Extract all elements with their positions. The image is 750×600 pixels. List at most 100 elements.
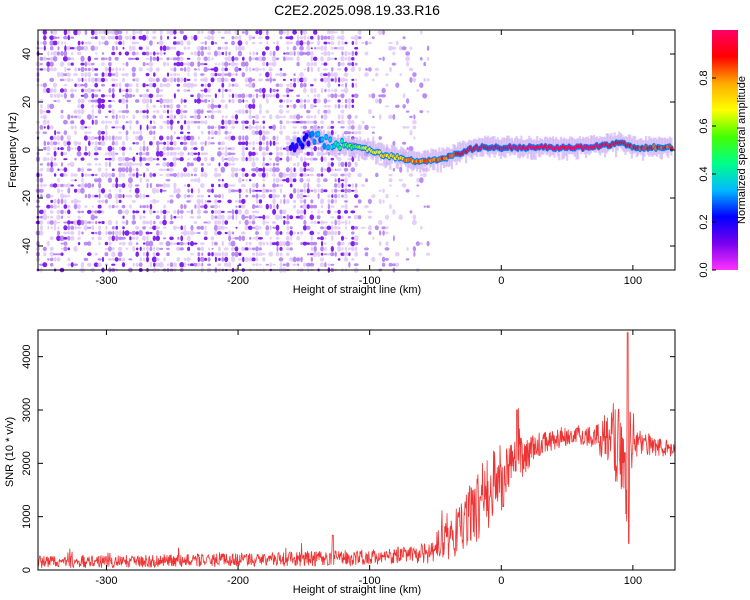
spectrogram-noise-cell — [207, 263, 212, 266]
spectrogram-noise-cell — [57, 141, 60, 145]
spectrogram-noise-cell — [60, 189, 64, 192]
spectrogram-noise-cell — [117, 126, 123, 129]
spectrogram-noise-cell — [46, 220, 50, 225]
spectrogram-noise-cell — [416, 177, 420, 183]
spectrogram-noise-cell — [125, 166, 129, 173]
spectrogram-noise-cell — [166, 252, 170, 257]
spectrogram-noise-cell — [173, 36, 177, 39]
spectrogram-noise-cell — [248, 56, 252, 62]
spectrogram-noise-cell — [275, 142, 280, 145]
spectrogram-noise-cell — [426, 56, 430, 61]
spectrogram-noise-cell — [257, 237, 263, 240]
spectrogram-noise-cell — [93, 89, 99, 92]
spectrogram-noise-cell — [128, 161, 133, 168]
spectrogram-noise-cell — [42, 262, 48, 268]
spectrogram-noise-cell — [217, 141, 222, 145]
spectrogram-noise-cell — [242, 179, 245, 182]
spectrogram-noise-cell — [365, 40, 368, 46]
spectrogram-noise-cell — [70, 115, 74, 119]
spectrogram-noise-cell — [155, 150, 160, 157]
spectrogram-noise-cell — [193, 221, 198, 224]
spectrogram-noise-cell — [279, 231, 283, 235]
spectrogram-noise-cell — [340, 109, 345, 114]
spectrogram-track-halo — [310, 130, 313, 146]
spectrogram-noise-cell — [278, 241, 284, 247]
colorbar-tick-label: 0.0 — [698, 262, 710, 277]
spectrogram-noise-cell — [336, 68, 342, 71]
spectrogram-noise-cell — [84, 194, 88, 199]
spectrogram-noise-cell — [104, 40, 109, 46]
spectrogram-noise-cell — [180, 225, 183, 231]
spectrogram-noise-cell — [331, 188, 334, 193]
spectrogram-noise-cell — [401, 46, 407, 51]
spectrogram-noise-cell — [135, 210, 140, 214]
spectrogram-noise-cell — [63, 231, 68, 235]
spectrogram-track-halo — [392, 145, 395, 161]
spectrogram-noise-cell — [60, 162, 64, 167]
spectrogram-noise-cell — [218, 257, 221, 261]
spectrogram-noise-cell — [63, 246, 68, 252]
spectrogram-noise-cell — [224, 231, 228, 235]
spectrogram-noise-cell — [59, 235, 65, 242]
spectrogram-noise-cell — [80, 94, 85, 97]
spectrogram-noise-cell — [49, 251, 54, 257]
spectrogram-noise-cell — [258, 205, 263, 209]
spectrogram-noise-cell — [50, 199, 54, 203]
spectrogram-noise-cell — [104, 199, 108, 204]
spectrogram-noise-cell — [63, 84, 68, 87]
spectrogram-noise-cell — [258, 216, 263, 219]
spectrogram-noise-cell — [167, 61, 169, 67]
spectrogram-noise-cell — [135, 131, 140, 134]
spectrogram-noise-cell — [272, 124, 276, 131]
spectrogram-noise-cell — [145, 178, 150, 182]
spectrogram-noise-cell — [227, 152, 232, 156]
spectrogram-noise-cell — [159, 174, 164, 176]
spectrogram-noise-cell — [258, 252, 263, 256]
spectrogram-noise-cell — [330, 157, 334, 161]
spectrogram-noise-cell — [293, 167, 296, 172]
spectrogram-noise-cell — [307, 94, 310, 98]
spectrogram-noise-cell — [104, 67, 109, 72]
spectrogram-noise-cell — [265, 94, 270, 98]
spectrogram-noise-cell — [331, 235, 334, 242]
spectrogram-noise-cell — [367, 108, 372, 115]
spectrogram-noise-cell — [149, 203, 153, 210]
spectrogram-track-halo — [303, 134, 307, 150]
spectrogram-noise-cell — [67, 247, 71, 251]
spectrogram-noise-cell — [152, 104, 157, 109]
spectrogram-noise-cell — [170, 67, 173, 71]
spectrogram-noise-cell — [190, 94, 194, 98]
spectrogram-noise-cell — [197, 120, 201, 124]
spectrogram-noise-cell — [223, 77, 229, 82]
spectrogram-noise-cell — [88, 77, 91, 83]
spectrogram-noise-cell — [52, 51, 58, 56]
spectrogram-noise-cell — [104, 124, 108, 130]
spectrogram-noise-cell — [255, 198, 259, 204]
spectrogram-noise-cell — [264, 230, 270, 236]
spectrogram-noise-cell — [255, 30, 259, 35]
spectrogram-noise-cell — [230, 247, 236, 251]
spectrogram-noise-cell — [66, 45, 72, 51]
spectrogram-noise-cell — [283, 99, 286, 103]
spectrogram-noise-cell — [261, 61, 266, 67]
spectrogram-noise-cell — [200, 41, 205, 45]
spectrogram-noise-cell — [176, 216, 181, 219]
spectrogram-noise-cell — [47, 225, 50, 230]
spectrogram-noise-cell — [261, 151, 266, 157]
spectrogram-noise-cell — [307, 182, 310, 189]
spectrogram-noise-cell — [296, 162, 300, 167]
spectrogram-noise-cell — [111, 150, 116, 157]
spectrogram-noise-cell — [100, 35, 106, 40]
spectrogram-noise-cell — [145, 98, 150, 104]
spectrogram-noise-cell — [238, 252, 242, 256]
spectrogram-noise-cell — [203, 88, 208, 93]
spectrogram-noise-cell — [173, 62, 177, 66]
spectrogram-noise-cell — [139, 110, 143, 113]
spectrogram-noise-cell — [189, 115, 195, 118]
spectrogram-noise-cell — [213, 210, 218, 214]
spectrogram-noise-cell — [73, 29, 78, 36]
spectrogram-noise-cell — [378, 241, 382, 247]
spectrogram-noise-cell — [241, 183, 246, 188]
spectrogram-noise-cell — [221, 146, 225, 151]
spectrogram-track-halo — [357, 139, 360, 162]
